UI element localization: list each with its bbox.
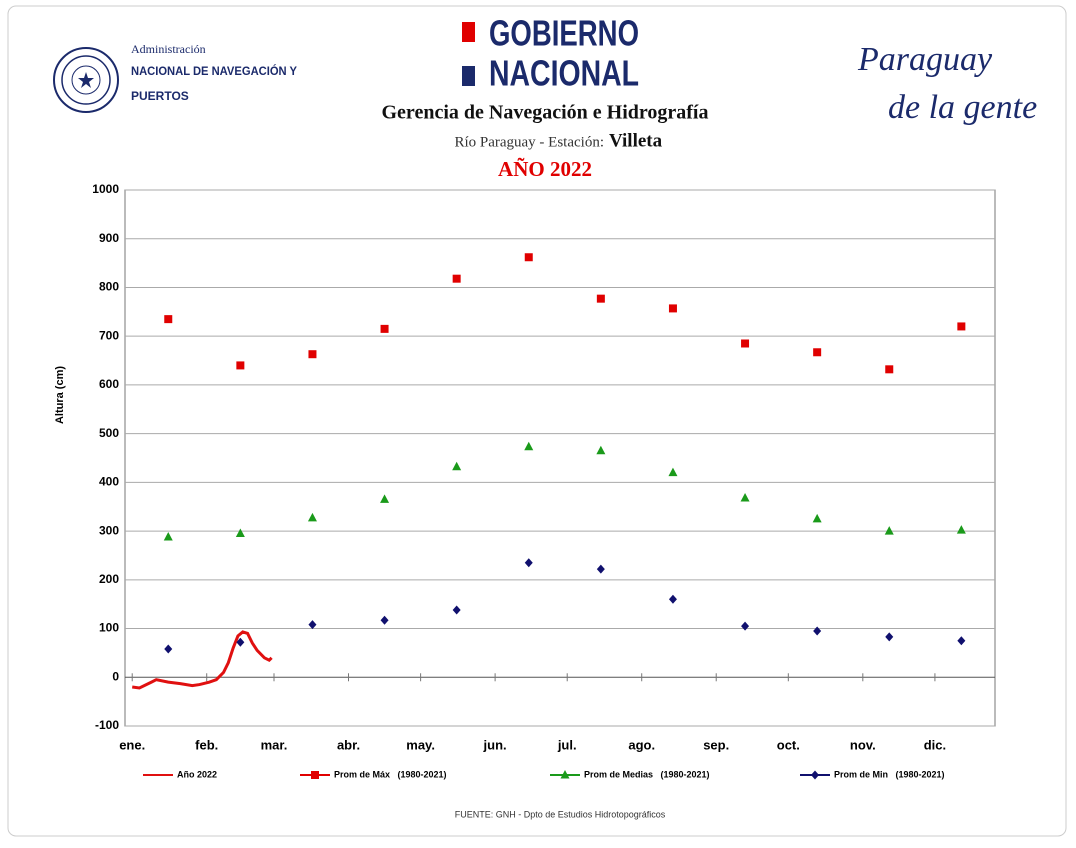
marker bbox=[885, 365, 894, 374]
marker bbox=[236, 361, 245, 370]
marker bbox=[668, 304, 677, 313]
y-tick-label: 300 bbox=[99, 523, 119, 537]
x-tick-label: abr. bbox=[337, 737, 360, 752]
x-tick-label: ago. bbox=[628, 737, 655, 752]
marker bbox=[164, 644, 173, 654]
marker bbox=[524, 253, 533, 262]
x-tick-label: may. bbox=[406, 737, 435, 752]
marker bbox=[957, 322, 966, 331]
marker bbox=[235, 528, 245, 538]
legend-label: Prom de Min (1980-2021) bbox=[834, 769, 945, 779]
agency-text: NACIONAL DE NAVEGACIÓN Y bbox=[131, 63, 297, 78]
x-tick-label: jun. bbox=[483, 737, 507, 752]
title: Gerencia de Navegación e Hidrografía bbox=[382, 102, 709, 124]
station-prefix: Río Paraguay - Estación: bbox=[454, 134, 604, 150]
marker bbox=[741, 339, 750, 348]
marker bbox=[524, 558, 533, 568]
y-axis-label: Altura (cm) bbox=[54, 366, 66, 424]
flag-square bbox=[462, 66, 475, 86]
marker bbox=[596, 564, 605, 574]
data-line bbox=[132, 630, 273, 690]
marker bbox=[452, 274, 461, 283]
marker bbox=[741, 621, 750, 631]
legend-label: Prom de Medias (1980-2021) bbox=[584, 769, 710, 779]
marker bbox=[164, 315, 173, 324]
marker bbox=[668, 594, 677, 604]
marker bbox=[668, 467, 678, 477]
marker bbox=[596, 294, 605, 303]
x-tick-label: ene. bbox=[119, 737, 145, 752]
plot-area bbox=[124, 189, 996, 727]
flag-square bbox=[462, 22, 475, 42]
marker bbox=[307, 512, 317, 522]
x-tick-label: mar. bbox=[261, 737, 288, 752]
y-tick-label: 600 bbox=[99, 377, 119, 391]
station: Villeta bbox=[609, 130, 663, 151]
marker bbox=[740, 492, 750, 502]
marker bbox=[813, 626, 822, 636]
y-tick-label: 900 bbox=[99, 231, 119, 245]
marker bbox=[308, 620, 317, 630]
marker bbox=[596, 445, 606, 455]
x-tick-label: jul. bbox=[557, 737, 577, 752]
y-tick-label: 0 bbox=[112, 669, 119, 683]
y-tick-label: 400 bbox=[99, 475, 119, 489]
gov-text: NACIONAL bbox=[489, 53, 639, 94]
x-tick-label: feb. bbox=[195, 737, 218, 752]
marker bbox=[885, 632, 894, 642]
marker bbox=[380, 494, 390, 503]
x-tick-label: dic. bbox=[924, 737, 946, 752]
marker bbox=[236, 637, 245, 647]
marker bbox=[308, 350, 317, 359]
gov-text: GOBIERNO bbox=[489, 13, 639, 54]
y-tick-label: 1000 bbox=[92, 182, 119, 196]
marker bbox=[560, 770, 570, 779]
marker bbox=[380, 324, 389, 333]
marker bbox=[884, 526, 894, 535]
agency-text: Administración bbox=[131, 42, 206, 56]
slogan: Paraguay bbox=[857, 41, 993, 78]
footer: FUENTE: GNH - Dpto de Estudios Hidrotopo… bbox=[455, 809, 666, 819]
agency-text: PUERTOS bbox=[131, 89, 189, 103]
marker bbox=[524, 441, 534, 451]
marker bbox=[812, 513, 822, 523]
y-tick-label: 700 bbox=[99, 328, 119, 342]
legend-label: Prom de Máx (1980-2021) bbox=[334, 769, 447, 779]
marker bbox=[811, 770, 819, 780]
x-tick-label: oct. bbox=[777, 737, 800, 752]
seal bbox=[53, 47, 119, 113]
y-tick-label: 800 bbox=[99, 280, 119, 294]
marker bbox=[311, 771, 319, 779]
slogan: de la gente bbox=[888, 89, 1037, 126]
x-tick-label: sep. bbox=[703, 737, 729, 752]
y-tick-label: 100 bbox=[99, 621, 119, 635]
marker bbox=[163, 531, 173, 541]
y-tick-label: 500 bbox=[99, 426, 119, 440]
y-tick-label: -100 bbox=[95, 718, 119, 732]
marker bbox=[380, 615, 389, 625]
marker bbox=[813, 348, 822, 357]
marker bbox=[452, 461, 462, 471]
marker bbox=[956, 525, 966, 534]
marker bbox=[957, 636, 966, 646]
y-tick-label: 200 bbox=[99, 572, 119, 586]
legend-label: Año 2022 bbox=[177, 769, 217, 779]
marker bbox=[452, 605, 461, 615]
x-tick-label: nov. bbox=[850, 737, 876, 752]
year: AÑO 2022 bbox=[498, 157, 592, 181]
